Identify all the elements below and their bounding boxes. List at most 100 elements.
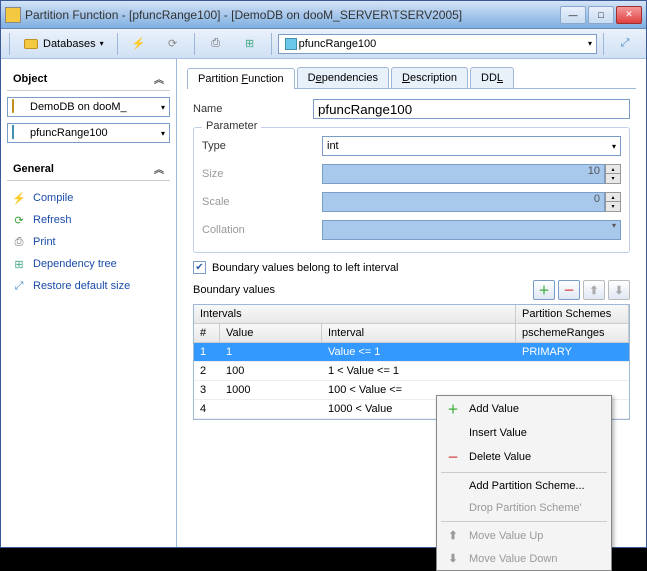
up-arrow-icon: ⬆ [445, 529, 461, 542]
partition-icon [12, 126, 26, 140]
size-stepper[interactable]: ▴▾ [605, 164, 621, 184]
col-num: # [194, 324, 220, 342]
tree-icon: ⊞ [242, 36, 258, 52]
ctx-delete-value[interactable]: －Delete Value [437, 444, 611, 470]
grid-header: Intervals Partition Schemes [194, 305, 629, 324]
type-label: Type [202, 140, 322, 152]
checkbox-icon: ✔ [193, 261, 206, 274]
compile-link[interactable]: ⚡Compile [7, 187, 170, 209]
col-interval: Interval [322, 324, 516, 342]
general-header-label: General [13, 163, 54, 175]
collation-dropdown: ▾ [322, 220, 621, 240]
tree-button[interactable]: ⊞ [235, 32, 265, 56]
move-down-button[interactable]: ⬇ [608, 280, 630, 300]
context-menu: ＋Add Value Insert Value －Delete Value Ad… [436, 395, 612, 571]
object-dropdown[interactable]: pfuncRange100 ▾ [278, 34, 597, 54]
refresh-icon: ⟳ [11, 212, 27, 228]
refresh-link[interactable]: ⟳Refresh [7, 209, 170, 231]
boundary-buttons: ＋ － ⬆ ⬇ [533, 280, 630, 300]
maximize-button[interactable]: □ [588, 6, 614, 24]
down-arrow-icon: ⬇ [445, 552, 461, 565]
boundary-values-label: Boundary values [193, 284, 275, 296]
separator [441, 521, 607, 522]
type-dropdown[interactable]: int▾ [322, 136, 621, 156]
scale-stepper[interactable]: ▴▾ [605, 192, 621, 212]
name-input[interactable] [313, 99, 630, 119]
parameter-fieldset: Parameter Type int▾ Size 10 ▴▾ Scale 0 ▴… [193, 127, 630, 253]
ctx-add-value[interactable]: ＋Add Value [437, 396, 611, 422]
ctx-drop-scheme[interactable]: Drop Partition Scheme' [437, 497, 611, 519]
database-combo[interactable]: DemoDB on dooM_ ▾ [7, 97, 170, 117]
toolbar: Databases ▾ ⚡ ⟳ ⎙ ⊞ pfuncRange100 ▾ ⤢ [1, 29, 646, 59]
tab-ddl[interactable]: DDL [470, 67, 514, 88]
ctx-move-up[interactable]: ⬆Move Value Up [437, 524, 611, 547]
object-dropdown-value: pfuncRange100 [299, 38, 377, 50]
grid-row[interactable]: 1 1 Value <= 1 PRIMARY [194, 343, 629, 362]
close-button[interactable]: ✕ [616, 6, 642, 24]
window-title: Partition Function - [pfuncRange100] - [… [25, 8, 560, 22]
ctx-insert-value[interactable]: Insert Value [437, 422, 611, 444]
databases-label: Databases [43, 38, 96, 50]
database-icon [23, 36, 39, 52]
checkbox-label: Boundary values belong to left interval [212, 262, 399, 274]
app-window: Partition Function - [pfuncRange100] - [… [0, 0, 647, 548]
grid-row[interactable]: 2 100 1 < Value <= 1 [194, 362, 629, 381]
database-combo-value: DemoDB on dooM_ [30, 101, 127, 113]
collation-label: Collation [202, 224, 322, 236]
left-interval-checkbox-row[interactable]: ✔ Boundary values belong to left interva… [193, 261, 630, 274]
size-input: 10 [322, 164, 605, 184]
object-section-header[interactable]: Object ︽ [7, 67, 170, 91]
col-scheme: pschemeRanges [516, 324, 629, 342]
resize-icon: ⤢ [11, 278, 27, 294]
lightning-icon: ⚡ [131, 36, 147, 52]
partition-icon [283, 36, 299, 52]
app-icon [5, 7, 21, 23]
remove-button[interactable]: － [558, 280, 580, 300]
plus-icon: ＋ [445, 401, 461, 417]
tab-strip: Partition Function Dependencies Descript… [187, 67, 636, 89]
restore-size-link[interactable]: ⤢Restore default size [7, 275, 170, 297]
window-controls: — □ ✕ [560, 6, 642, 24]
body: Object ︽ DemoDB on dooM_ ▾ pfuncRange100… [1, 59, 646, 547]
name-label: Name [193, 103, 313, 115]
col-intervals: Intervals [194, 305, 516, 323]
function-combo-value: pfuncRange100 [30, 127, 108, 139]
print-icon: ⎙ [11, 234, 27, 250]
refresh-icon: ⟳ [165, 36, 181, 52]
database-icon [12, 100, 26, 114]
ctx-add-scheme[interactable]: Add Partition Scheme... [437, 475, 611, 497]
titlebar[interactable]: Partition Function - [pfuncRange100] - [… [1, 1, 646, 29]
refresh-button[interactable]: ⟳ [158, 32, 188, 56]
dependency-tree-link[interactable]: ⊞Dependency tree [7, 253, 170, 275]
separator [441, 472, 607, 473]
restore-size-button[interactable]: ⤢ [610, 32, 640, 56]
grid-subheader: # Value Interval pschemeRanges [194, 324, 629, 343]
collapse-icon: ︽ [154, 71, 164, 86]
col-schemes: Partition Schemes [516, 305, 629, 323]
print-link[interactable]: ⎙Print [7, 231, 170, 253]
tab-dependencies[interactable]: Dependencies [297, 67, 389, 88]
compile-button[interactable]: ⚡ [124, 32, 154, 56]
collapse-icon: ︽ [154, 161, 164, 176]
databases-dropdown[interactable]: Databases ▾ [16, 32, 111, 56]
minus-icon: － [445, 449, 461, 465]
print-icon: ⎙ [208, 36, 224, 52]
ctx-move-down[interactable]: ⬇Move Value Down [437, 547, 611, 570]
tree-icon: ⊞ [11, 256, 27, 272]
col-value: Value [220, 324, 322, 342]
main-panel: Partition Function Dependencies Descript… [177, 59, 646, 547]
scale-label: Scale [202, 196, 322, 208]
add-button[interactable]: ＋ [533, 280, 555, 300]
tab-partition-function[interactable]: Partition Function [187, 68, 295, 89]
resize-icon: ⤢ [617, 36, 633, 52]
function-combo[interactable]: pfuncRange100 ▾ [7, 123, 170, 143]
minimize-button[interactable]: — [560, 6, 586, 24]
print-button[interactable]: ⎙ [201, 32, 231, 56]
size-label: Size [202, 168, 322, 180]
move-up-button[interactable]: ⬆ [583, 280, 605, 300]
general-section-header[interactable]: General ︽ [7, 157, 170, 181]
form: Name Parameter Type int▾ Size 10 ▴▾ [187, 89, 636, 430]
object-header-label: Object [13, 73, 47, 85]
scale-input: 0 [322, 192, 605, 212]
tab-description[interactable]: Description [391, 67, 468, 88]
